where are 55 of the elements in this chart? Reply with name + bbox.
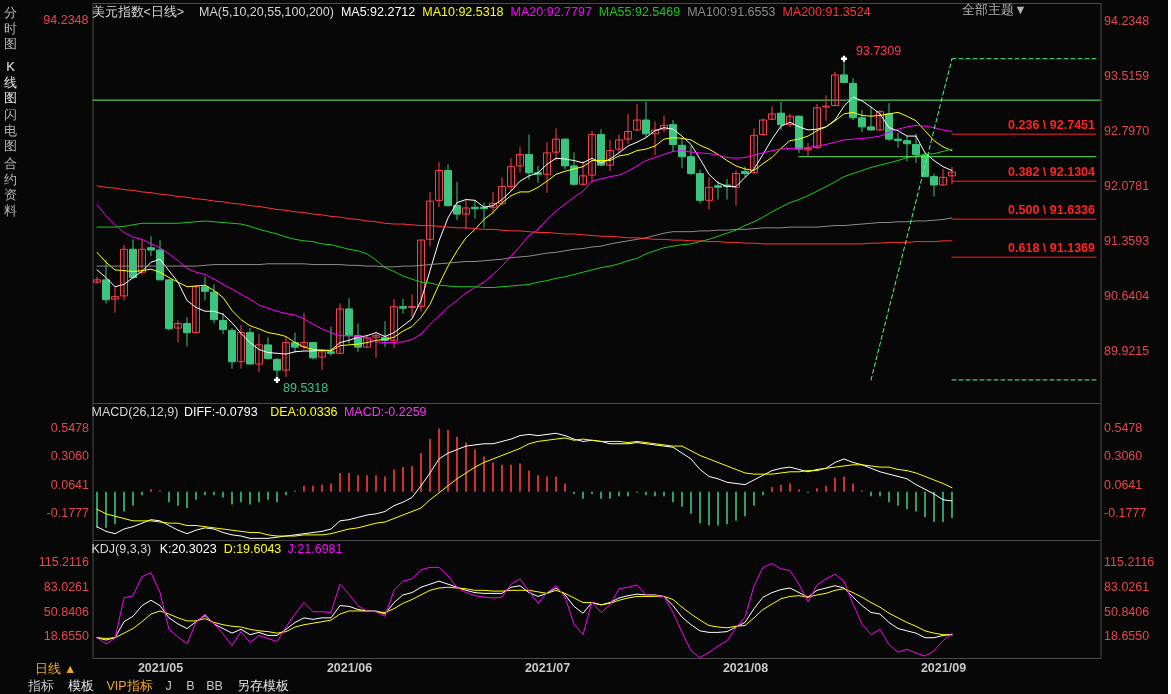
annotation: 0.236 \ 92.7451 — [1008, 118, 1096, 133]
text: 指标 — [26, 679, 54, 693]
text: MA200:91.3524 — [782, 5, 871, 19]
y-tick-label: 115.2116 — [38, 555, 90, 570]
text: MA55:92.5469 — [598, 5, 681, 19]
text: J:21.6981 — [287, 542, 343, 556]
x-tick-label: 2021/08 — [722, 660, 769, 675]
x-tick-label: 2021/06 — [326, 660, 373, 675]
text: DIFF:-0.0793 — [183, 405, 258, 419]
y-tick-label: 50.8406 — [43, 604, 90, 619]
y-tick-label: 91.3593 — [1104, 233, 1150, 248]
series-label: MACD:-0.2259 — [343, 405, 427, 419]
y-tick-label: 0.3060 — [50, 449, 90, 464]
y-tick-label: 89.9215 — [1104, 343, 1150, 358]
text: MA20:92.7797 — [510, 5, 592, 19]
data-label: 93.7309 — [856, 43, 902, 58]
text: B — [186, 679, 195, 693]
y-tick-label: 0.5478 — [50, 421, 90, 436]
y-tick-label: -0.1777 — [46, 505, 90, 520]
annotation: 0.500 \ 91.6336 — [1008, 203, 1096, 218]
chart-title: 美元指数<日线> — [91, 4, 185, 19]
y-tick-label: 18.6550 — [43, 629, 90, 644]
text: D:19.6043 — [223, 542, 282, 556]
x-tick-label: 2021/07 — [524, 660, 571, 675]
annotation: 0.382 \ 92.1304 — [1008, 165, 1096, 180]
text: K:20.3023 — [159, 542, 217, 556]
y-tick-label: 94.2348 — [1104, 13, 1150, 28]
text: J — [165, 679, 172, 693]
annotation: 0.618 \ 91.1369 — [1008, 241, 1096, 256]
x-tick-label: 2021/09 — [920, 660, 967, 675]
y-tick-label: 0.0641 — [50, 477, 90, 492]
text: MA100:91.6553 — [687, 5, 776, 19]
y-tick-label: 92.7970 — [1104, 123, 1150, 138]
data-label: 89.5318 — [283, 380, 329, 395]
text: 日线 ▲ — [34, 662, 77, 676]
text: 模板 — [67, 679, 94, 693]
text: MA10:92.5318 — [422, 5, 504, 19]
annotation: 全部主题▼ — [962, 2, 1027, 17]
text: VIP指标 — [106, 679, 153, 693]
x-tick-label: 2021/05 — [137, 660, 184, 675]
y-tick-label: 93.5159 — [1104, 68, 1150, 83]
text: DEA:0.0336 — [270, 405, 338, 419]
legend-title: MA(5,10,20,55,100,200) — [199, 5, 334, 19]
y-tick-label: 83.0261 — [43, 579, 90, 594]
text: 另存模板 — [236, 679, 289, 693]
text: K线图 — [4, 59, 17, 105]
text: 合约资料 — [4, 156, 17, 218]
y-tick-label: 92.0781 — [1104, 178, 1150, 193]
text: BB — [206, 679, 223, 693]
legend-title: MACD(26,12,9) — [91, 405, 179, 419]
legend-title: KDJ(9,3,3) — [91, 542, 152, 556]
text: MA5:92.2712 — [340, 5, 416, 19]
y-tick-label: 90.6404 — [1104, 288, 1150, 303]
text: 闪电图 — [4, 107, 17, 153]
text: 分时图 — [4, 5, 17, 51]
